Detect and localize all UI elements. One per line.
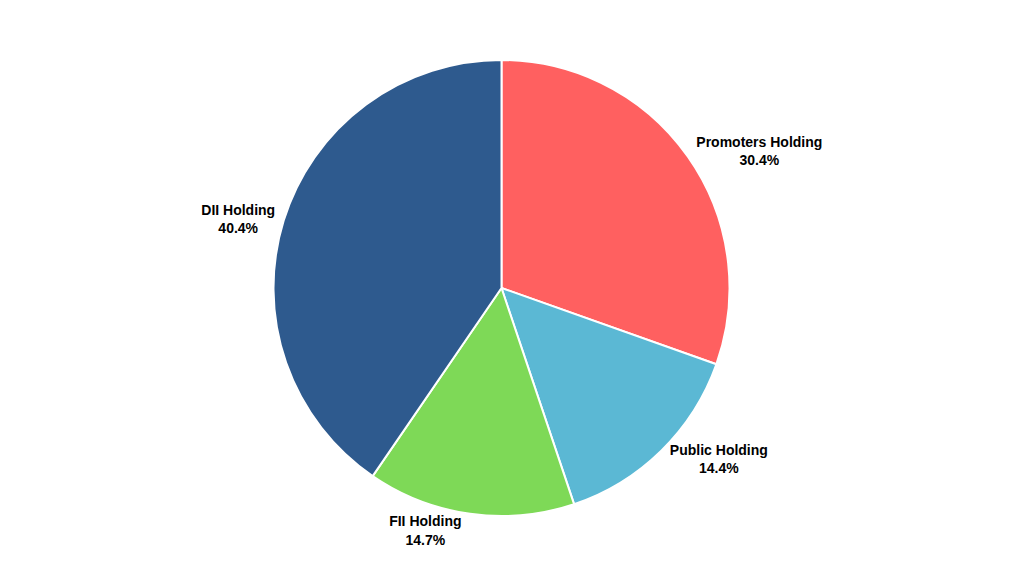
svg-text:Promoters Holding30.4%: Promoters Holding30.4% (696, 134, 822, 168)
svg-text:FII Holding14.7%: FII Holding14.7% (389, 513, 461, 547)
svg-text:Public Holding14.4%: Public Holding14.4% (670, 442, 768, 476)
svg-text:DII Holding40.4%: DII Holding40.4% (201, 202, 275, 236)
